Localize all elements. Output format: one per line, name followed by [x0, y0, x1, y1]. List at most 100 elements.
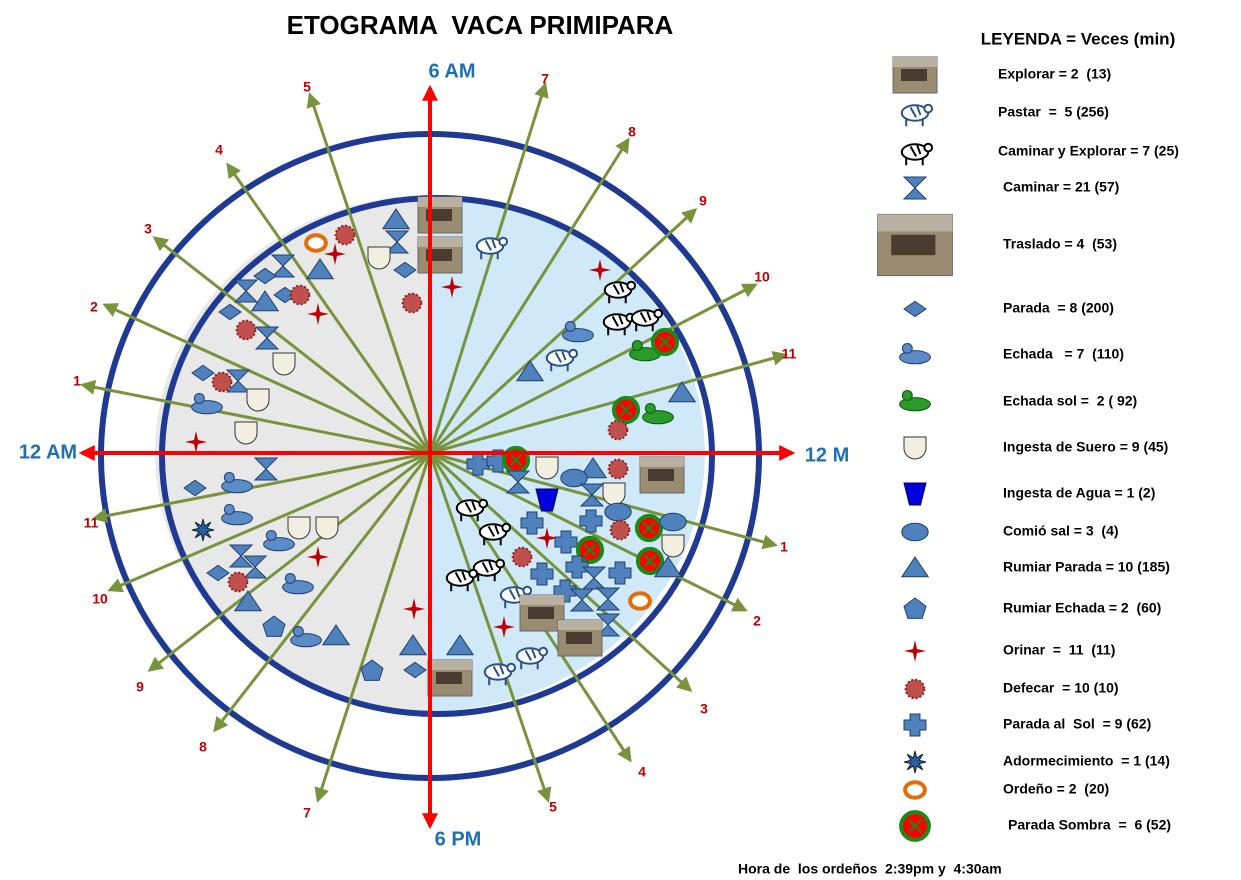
symbol: [589, 259, 611, 281]
legend-item: Ingesta de Agua = 1 (2): [1003, 485, 1155, 501]
symbol: [193, 392, 205, 404]
symbol: [515, 360, 545, 382]
symbol: [381, 208, 411, 230]
symbol: [520, 595, 564, 605]
legend-item: Orinar = 11 (11): [1003, 642, 1115, 658]
legend-item: Echada = 7 (110): [1003, 346, 1124, 362]
axis-label: 6 PM: [435, 828, 482, 850]
legend-title: LEYENDA = Veces (min): [981, 29, 1175, 48]
ray: [107, 451, 431, 593]
symbol: [225, 369, 251, 393]
symbol: [211, 371, 233, 393]
symbol: [478, 498, 489, 509]
symbol: [535, 488, 559, 512]
symbol: [642, 410, 674, 425]
symbol: [223, 503, 235, 515]
symbol: [535, 456, 559, 480]
symbol: [566, 632, 592, 644]
symbol: [608, 283, 627, 304]
symbol: [501, 522, 512, 533]
symbol: [191, 400, 223, 415]
symbol: [282, 580, 314, 595]
symbol: [290, 633, 322, 648]
symbol: [595, 587, 621, 611]
symbol: [653, 556, 683, 578]
symbol: [899, 397, 931, 412]
legend-item: Parada Sombra = 6 (52): [1008, 817, 1171, 833]
symbol: [324, 243, 346, 265]
symbol: [520, 649, 539, 670]
symbol: [450, 571, 469, 592]
legend-item: Ingesta de Suero = 9 (45): [1003, 439, 1168, 455]
symbol: [648, 469, 674, 481]
legend-item: Parada = 8 (200): [1003, 300, 1114, 316]
legend-item: Defecar = 10 (10): [1003, 680, 1119, 696]
symbol: [253, 267, 277, 285]
ray: [428, 207, 698, 455]
symbol: [183, 479, 207, 497]
ray: [429, 350, 788, 455]
symbol: [445, 634, 475, 656]
symbol: [253, 457, 279, 481]
legend-item: Explorar = 2 (13): [998, 66, 1111, 82]
symbol: [579, 483, 605, 507]
symbol: [367, 246, 391, 270]
symbol: [608, 561, 632, 585]
ray-label: 1: [73, 373, 81, 389]
symbol: [903, 436, 927, 460]
symbol: [631, 339, 643, 351]
ray-label: 11: [84, 515, 99, 531]
symbol: [426, 209, 452, 221]
symbol: [191, 518, 215, 542]
symbol: [522, 585, 533, 596]
symbol: [903, 597, 927, 619]
symbol: [477, 561, 496, 582]
symbol: [554, 530, 578, 554]
ray-label: 9: [699, 193, 707, 209]
symbol: [904, 640, 926, 662]
symbol: [305, 258, 335, 280]
symbol: [227, 571, 249, 593]
symbol: [262, 615, 286, 637]
symbol: [903, 713, 927, 737]
symbol: [604, 502, 632, 522]
symbol: [418, 197, 462, 207]
ray: [102, 303, 431, 455]
symbol: [223, 471, 235, 483]
symbol: [644, 402, 656, 414]
legend-item: Caminar = 21 (57): [1003, 179, 1119, 195]
legend-item: Adormecimiento = 1 (14): [1003, 753, 1170, 769]
symbol: [877, 214, 953, 232]
symbol: [360, 659, 384, 681]
legend-item: Caminar y Explorar = 7 (25): [998, 143, 1179, 159]
symbol: [436, 672, 462, 684]
legend-item: Echada sol = 2 ( 92): [1003, 393, 1137, 409]
symbol: [511, 546, 533, 568]
symbol: [583, 543, 597, 557]
symbol: [233, 279, 259, 303]
symbol: [905, 145, 924, 166]
axis-label: 12 M: [805, 444, 849, 466]
symbol: [901, 522, 929, 542]
symbol: [607, 315, 626, 336]
symbol: [565, 555, 589, 579]
symbol: [553, 579, 577, 603]
symbol: [460, 501, 479, 522]
ray: [428, 452, 552, 803]
legend-item: Rumiar Parada = 10 (185): [1003, 559, 1170, 575]
legend-item: Rumiar Echada = 2 (60): [1003, 600, 1161, 616]
symbol: [480, 239, 499, 260]
symbol: [538, 646, 549, 657]
ray: [226, 162, 432, 454]
symbol: [905, 106, 924, 127]
symbol: [530, 562, 554, 586]
ray-label: 7: [303, 805, 311, 821]
symbol: [509, 453, 523, 467]
symbol: [893, 57, 937, 67]
symbol: [901, 342, 913, 354]
symbol: [498, 236, 509, 247]
symbol: [568, 348, 579, 359]
symbol: [903, 750, 927, 774]
symbol: [901, 389, 913, 401]
ray-label: 4: [638, 764, 646, 780]
